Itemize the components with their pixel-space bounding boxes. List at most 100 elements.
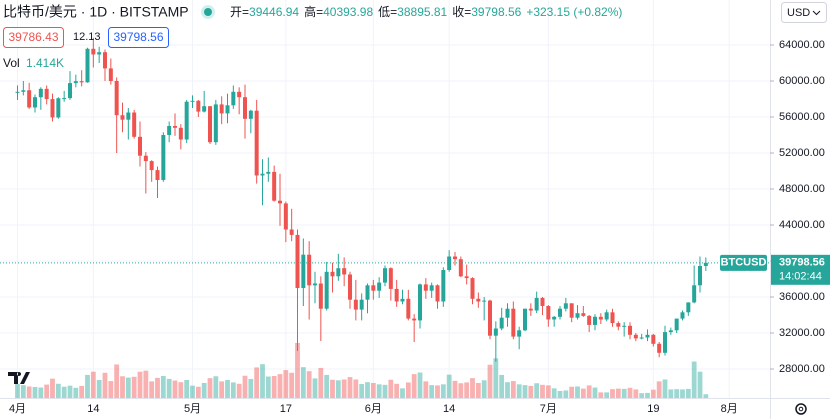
candle-body [202, 106, 207, 112]
volume-bar [656, 381, 662, 398]
volume-bar [137, 371, 143, 398]
candle-body [324, 271, 329, 309]
volume-bar [464, 382, 470, 398]
symbol-title: 比特币/美元 · 1D · BITSTAMP [3, 4, 189, 20]
volume-bar [429, 385, 435, 398]
y-tick-label: 52000.00 [779, 147, 825, 159]
volume-bar [458, 383, 464, 398]
volume-bar [295, 343, 300, 398]
volume-bar [610, 389, 615, 398]
volume-bar [563, 390, 569, 398]
volume-bar [417, 372, 423, 398]
candle-body [499, 317, 504, 329]
volume-bar [522, 385, 528, 398]
volume-bar [411, 374, 417, 398]
candle-layer [15, 37, 708, 362]
volume-bar [691, 361, 697, 398]
volume-bar [73, 387, 79, 398]
candle-body [167, 126, 172, 135]
volume-bar [481, 380, 487, 398]
volume-bar [254, 367, 260, 398]
bid-price: 39786.43 [8, 30, 58, 44]
candle-body [161, 135, 166, 180]
logo[interactable] [8, 372, 30, 384]
candle-body [534, 297, 539, 311]
symbol-tag: BTCUSD [721, 257, 767, 269]
candle-body [458, 259, 463, 277]
candle-body [703, 262, 708, 266]
volume-bar [440, 384, 446, 398]
candle-body [50, 99, 55, 118]
y-tick-label: 48000.00 [779, 183, 825, 195]
candle-body [505, 308, 510, 318]
volume-bar [102, 372, 108, 398]
y-tick-label: 32000.00 [779, 327, 825, 339]
volume-bar [79, 385, 85, 398]
ohlc-value: 39446.94 [249, 5, 299, 19]
volume-bar [38, 387, 44, 398]
x-tick-label: 6月 [365, 403, 382, 415]
candle-body [441, 270, 446, 302]
candle-body [493, 328, 498, 336]
candle-body [575, 313, 580, 318]
volume-bar [312, 378, 318, 398]
dropdown-chevron [812, 10, 821, 16]
candle-body [383, 268, 387, 283]
x-tick-label: 4月 [9, 403, 26, 415]
candle-body [313, 283, 317, 286]
candle-body [645, 334, 650, 338]
candle-body [21, 90, 26, 92]
candle-body [558, 308, 562, 317]
volume-bar [300, 367, 306, 398]
volume-bar [225, 380, 230, 398]
candle-body [593, 316, 597, 325]
volume-bar [446, 374, 452, 398]
y-tick-label: 36000.00 [779, 291, 825, 303]
bid-box[interactable] [3, 27, 64, 48]
candle-body [680, 312, 685, 319]
ask-box[interactable] [108, 27, 169, 48]
volume-bar [55, 383, 61, 398]
volume-bar [143, 370, 149, 398]
candle-body [307, 254, 312, 286]
candle-body [528, 308, 533, 311]
candle-body [15, 91, 20, 93]
candle-body [418, 284, 422, 321]
candle-body [62, 98, 67, 100]
candle-body [435, 285, 440, 302]
y-tick-label: 60000.00 [779, 75, 825, 87]
candle-body [604, 312, 609, 320]
currency-dropdown[interactable] [781, 2, 827, 23]
candle-body [295, 234, 300, 288]
legend: 比特币/美元 · 1D · BITSTAMP 39786.43 12.13 39… [3, 2, 827, 415]
volume-bar [598, 392, 604, 398]
candle-body [283, 203, 288, 230]
volume-bar [470, 378, 475, 398]
ohlc-value: 38895.81 [397, 5, 447, 19]
candle-body [219, 104, 224, 114]
settings-icon[interactable] [795, 403, 807, 415]
volume-bar [604, 392, 610, 398]
candle-body [663, 332, 667, 353]
volume-bar [493, 358, 499, 398]
volume-bar [207, 378, 213, 398]
volume-bar [557, 391, 563, 398]
volume-bar [435, 385, 440, 398]
candle-body [587, 315, 592, 325]
candle-body [511, 308, 516, 337]
candle-body [68, 83, 72, 99]
candle-body [353, 299, 358, 310]
volume-bar [452, 380, 458, 398]
volume-bar [108, 381, 114, 398]
volume-bar [26, 386, 32, 398]
volume-bar [528, 385, 534, 398]
volume-bar [330, 379, 335, 398]
volume-bar [534, 383, 540, 398]
candle-body [610, 312, 615, 324]
candle-body [453, 256, 457, 260]
volume-bar [44, 384, 50, 398]
y-tick-label: 44000.00 [779, 219, 825, 231]
candle-body [476, 298, 481, 302]
candle-body [400, 298, 405, 302]
volume-bar [423, 381, 429, 398]
